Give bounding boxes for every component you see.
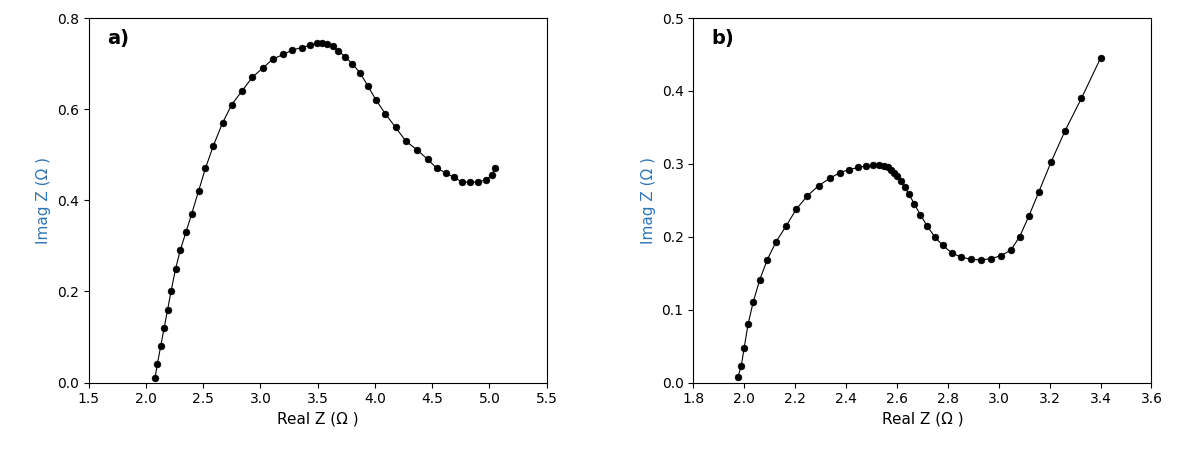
Text: b): b) [712, 29, 735, 48]
X-axis label: Real Z (Ω ): Real Z (Ω ) [881, 412, 964, 427]
X-axis label: Real Z (Ω ): Real Z (Ω ) [276, 412, 359, 427]
Y-axis label: Imag Z (Ω ): Imag Z (Ω ) [641, 157, 657, 244]
Text: a): a) [107, 29, 129, 48]
Y-axis label: Imag Z (Ω ): Imag Z (Ω ) [37, 157, 51, 244]
